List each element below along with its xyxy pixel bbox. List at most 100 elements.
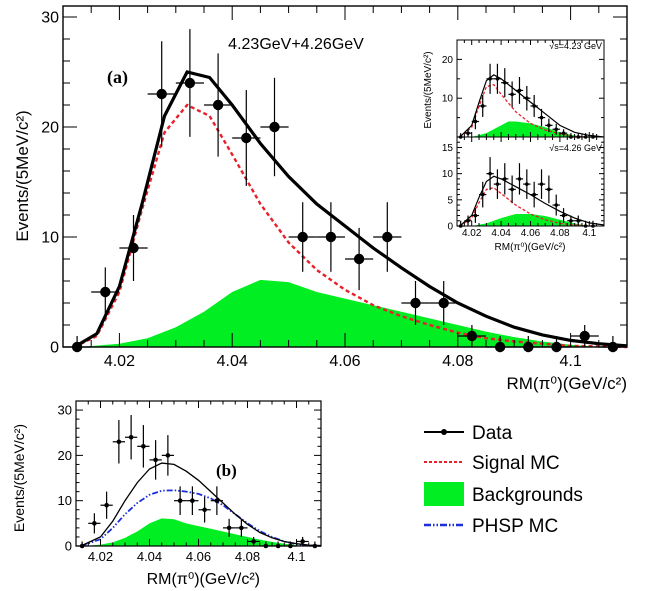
data-point — [100, 491, 113, 519]
data-marker — [583, 224, 588, 228]
data-point — [260, 77, 289, 177]
data-marker — [561, 213, 566, 218]
data-marker — [591, 224, 595, 228]
panel-label-a: (a) — [107, 67, 128, 88]
y-tick-label: 20 — [442, 55, 454, 66]
data-point — [401, 281, 430, 325]
data-point — [316, 202, 345, 272]
data-point — [198, 496, 211, 523]
data-point — [523, 85, 531, 111]
data-point — [259, 541, 272, 549]
data-point — [515, 163, 524, 195]
data-point — [486, 336, 515, 353]
data-point — [537, 169, 546, 199]
data-marker — [251, 539, 256, 544]
data-marker — [165, 453, 171, 458]
data-point — [537, 108, 546, 127]
data-point — [112, 420, 125, 464]
data-marker — [532, 192, 536, 197]
data-point — [598, 336, 627, 353]
legend-item: PHSP MC — [424, 516, 558, 537]
data-marker — [79, 543, 85, 549]
data-marker — [532, 104, 536, 108]
legend-item: Data — [424, 423, 513, 444]
data-point — [210, 486, 223, 516]
x-tick-label: 4.04 — [137, 549, 162, 564]
legend-item: Signal MC — [424, 453, 560, 474]
data-point — [204, 53, 233, 157]
y-tick-label: 20 — [41, 120, 59, 137]
data-point — [479, 181, 487, 208]
data-marker — [353, 253, 365, 265]
data-point — [175, 29, 204, 137]
plot-frame — [75, 400, 322, 547]
data-marker — [241, 132, 252, 144]
data-marker — [410, 297, 421, 309]
data-marker — [525, 182, 529, 186]
data-point — [581, 220, 590, 228]
data-marker — [576, 218, 581, 223]
data-point — [570, 325, 599, 347]
data-marker — [275, 543, 281, 549]
data-point — [508, 175, 516, 204]
y-tick-label: 30 — [41, 10, 59, 27]
data-marker — [494, 341, 506, 353]
legend-label: Signal MC — [472, 453, 560, 474]
data-marker — [382, 231, 393, 243]
data-point — [288, 202, 317, 272]
data-marker — [539, 182, 544, 186]
data-point — [515, 76, 524, 104]
data-marker — [554, 127, 559, 132]
data-point — [272, 541, 285, 549]
data-point — [174, 486, 187, 516]
y-tick-label: 20 — [58, 448, 72, 463]
x-tick-label: 4.04 — [491, 228, 511, 239]
data-marker — [495, 182, 500, 186]
legend: Data Signal MC Backgrounds PHSP MC — [424, 423, 583, 537]
data-point — [232, 90, 261, 186]
data-marker — [239, 525, 244, 531]
data-marker — [510, 92, 514, 97]
data-marker — [466, 218, 470, 223]
x-tick-label: 4.06 — [521, 228, 541, 239]
data-point — [542, 336, 571, 353]
data-marker — [525, 96, 529, 100]
y-tick-label: 10 — [442, 169, 454, 180]
x-tick-label: 4.1 — [559, 353, 581, 370]
data-point — [523, 169, 531, 199]
inset-label-4260: √s=4.26 GeV — [549, 143, 602, 153]
data-marker — [510, 187, 514, 192]
backgrounds-fill — [79, 279, 599, 347]
data-point — [373, 202, 402, 272]
data-point — [552, 194, 560, 216]
panel-label-b: (b) — [216, 461, 237, 480]
y-axis-label-b: Events/(5MeV/c²) — [11, 424, 27, 532]
data-marker — [269, 121, 280, 133]
data-marker — [92, 521, 97, 526]
x-tick-label: 4.02 — [462, 228, 482, 239]
x-axis-label-b: RM(π⁰)(GeV/c²) — [147, 571, 260, 588]
data-marker — [547, 187, 551, 192]
y-axis-label-a: Events/(5MeV/c²) — [13, 110, 32, 241]
legend-label: Backgrounds — [472, 485, 583, 506]
x-tick-label: 4.06 — [186, 549, 211, 564]
data-point — [486, 63, 494, 94]
data-marker — [458, 224, 463, 228]
inset-x-label: RM(π⁰)(GeV/c²) — [495, 242, 566, 253]
data-point — [161, 435, 174, 476]
y-tick-label: 0 — [50, 340, 59, 357]
data-marker — [502, 177, 507, 181]
x-tick-label: 4.1 — [287, 549, 305, 564]
data-marker — [141, 444, 146, 449]
backgrounds-fill — [83, 518, 309, 546]
data-point — [88, 513, 101, 534]
chart-title: 4.23GeV+4.26GeV — [228, 36, 364, 53]
x-tick-label: 4.1 — [582, 228, 596, 239]
data-marker — [473, 213, 478, 218]
data-marker — [190, 498, 195, 503]
data-marker — [480, 104, 485, 108]
inset-signal-curve — [459, 187, 590, 227]
data-marker — [539, 115, 544, 120]
data-marker — [517, 177, 522, 181]
data-marker — [523, 341, 534, 353]
